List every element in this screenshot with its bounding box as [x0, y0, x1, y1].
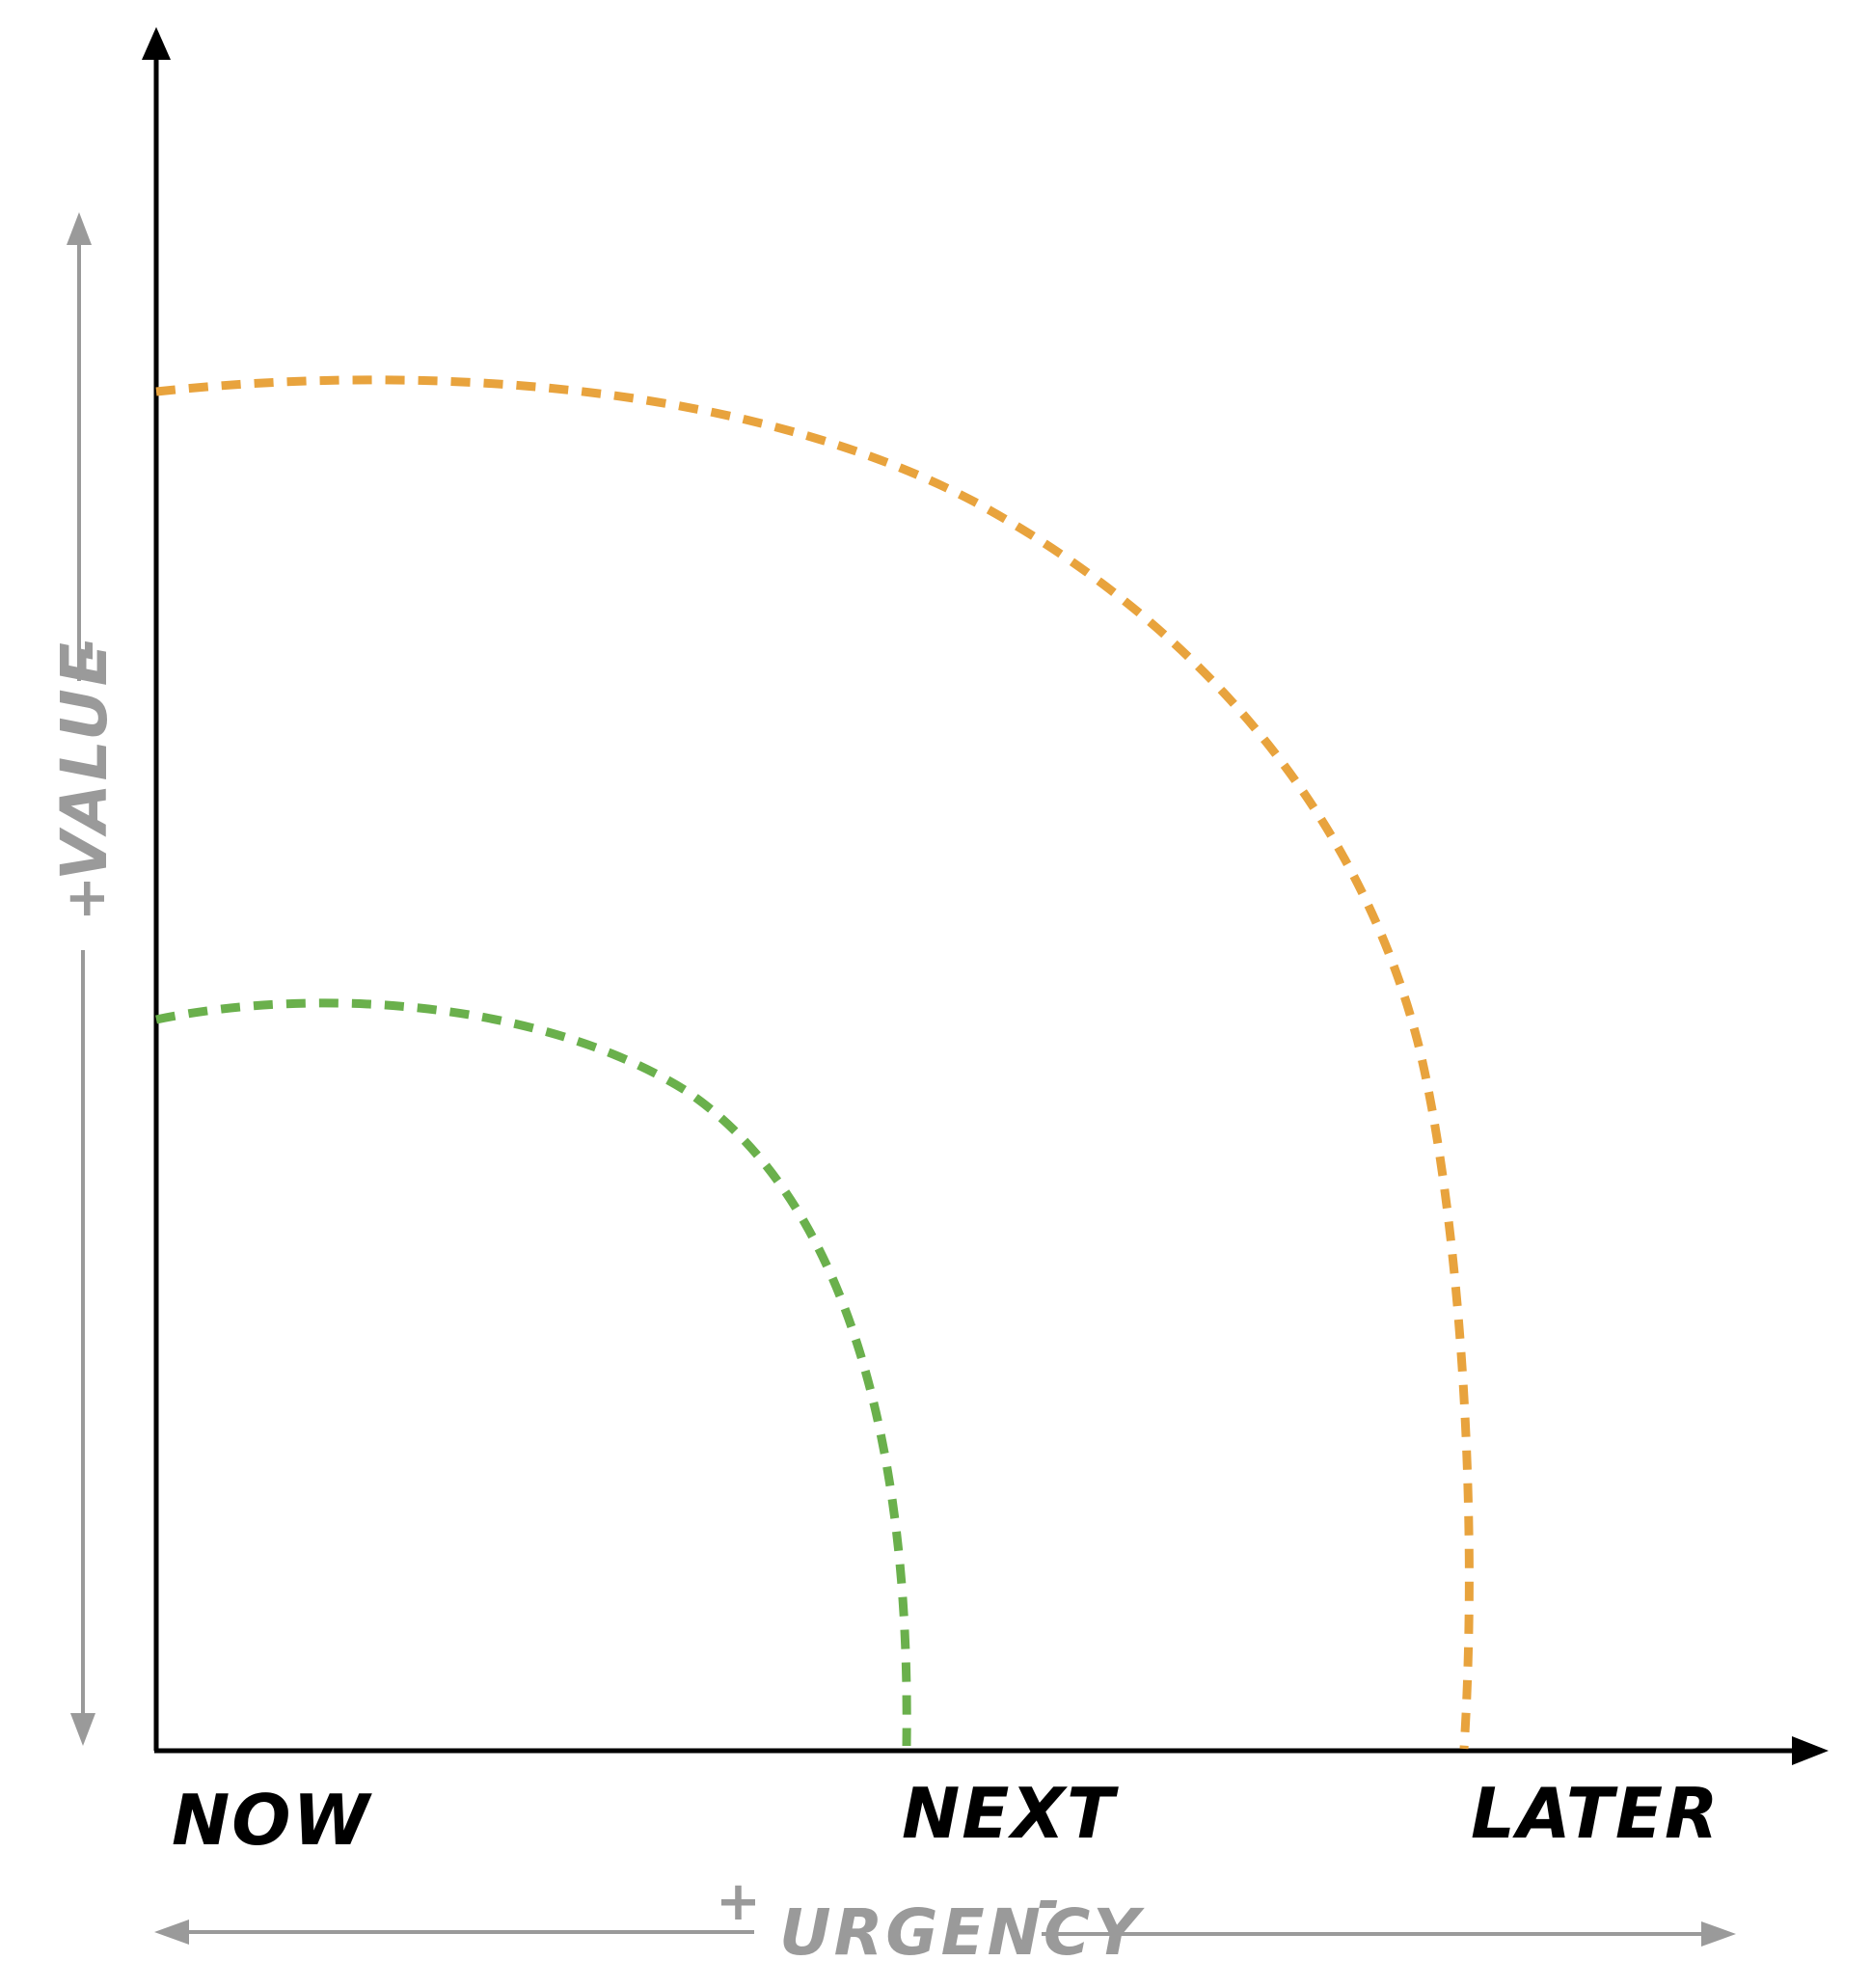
category-label-later: LATER — [1471, 1773, 1720, 1854]
urgency-plus-sign: + — [716, 1870, 761, 1933]
horizon-arc-next — [155, 375, 1474, 1750]
value-plus-sign: + — [55, 876, 118, 921]
urgency-arrow-right-head-icon — [1701, 1921, 1736, 1947]
value-label: VALUE — [47, 640, 122, 881]
x-axis-arrowhead — [1792, 1736, 1829, 1765]
urgency-label: URGENCY — [779, 1895, 1145, 1970]
y-axis-arrowhead — [142, 27, 171, 60]
value-arrow-top-head-icon — [67, 212, 92, 245]
category-label-next: NEXT — [902, 1773, 1119, 1854]
urgency-arrow-left-head-icon — [154, 1920, 189, 1945]
value-arrow-bottom-head-icon — [70, 1713, 95, 1746]
value-minus-sign: - — [55, 639, 118, 661]
urgency-minus-sign: - — [1038, 1870, 1060, 1933]
horizon-arc-now — [155, 998, 911, 1747]
category-label-now: NOW — [172, 1780, 372, 1861]
